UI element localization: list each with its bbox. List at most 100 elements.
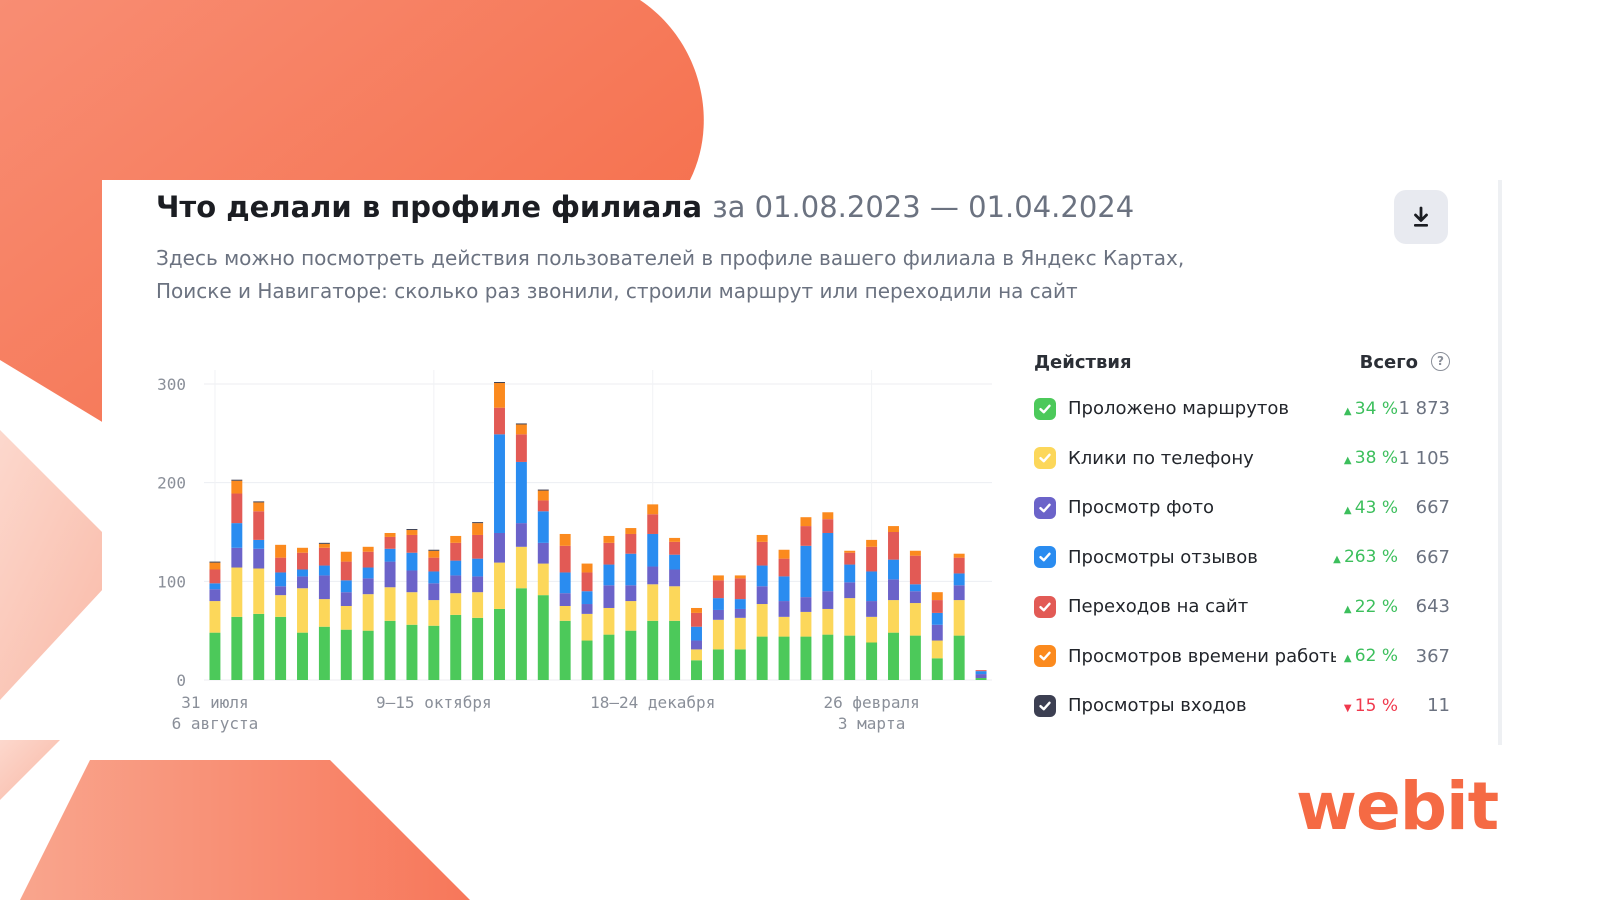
bar-segment[interactable] <box>318 547 330 566</box>
question-icon[interactable]: ? <box>1431 352 1450 371</box>
bar-segment[interactable] <box>931 600 943 613</box>
bar-segment[interactable] <box>362 578 374 595</box>
bar-segment[interactable] <box>362 594 374 631</box>
legend-row[interactable]: Проложено маршрутов ▲ 34 % 1 873 <box>1032 384 1462 434</box>
bar-segment[interactable] <box>691 607 702 613</box>
bar-segment[interactable] <box>800 636 812 680</box>
bar-segment[interactable] <box>844 635 856 680</box>
bar-segment[interactable] <box>691 649 702 661</box>
bar-segment[interactable] <box>275 557 287 573</box>
bar-segment[interactable] <box>712 649 724 680</box>
bar-segment[interactable] <box>559 533 571 546</box>
bar-segment[interactable] <box>450 560 462 576</box>
bar-segment[interactable] <box>712 580 724 599</box>
bar-segment[interactable] <box>909 603 921 636</box>
bar-segment[interactable] <box>866 571 878 602</box>
legend-row[interactable]: Клики по телефону ▲ 38 % 1 105 <box>1032 434 1462 484</box>
bar-segment[interactable] <box>450 535 462 543</box>
bar-segment[interactable] <box>888 532 899 560</box>
bar-segment[interactable] <box>822 519 834 533</box>
bar-segment[interactable] <box>756 636 768 680</box>
bar-segment[interactable] <box>953 553 965 558</box>
bar-segment[interactable] <box>691 640 702 650</box>
bar-segment[interactable] <box>340 580 352 593</box>
bar-segment[interactable] <box>494 382 505 384</box>
bar-segment[interactable] <box>953 557 965 574</box>
bar-segment[interactable] <box>669 569 681 587</box>
bar-segment[interactable] <box>800 597 812 612</box>
bar-segment[interactable] <box>209 601 221 633</box>
bar-segment[interactable] <box>669 554 681 570</box>
bar-segment[interactable] <box>888 632 899 680</box>
bar-segment[interactable] <box>888 579 899 601</box>
bar-segment[interactable] <box>472 576 484 593</box>
bar-segment[interactable] <box>515 434 527 462</box>
bar-segment[interactable] <box>450 575 462 594</box>
bar-segment[interactable] <box>669 620 681 680</box>
bar-segment[interactable] <box>450 593 462 615</box>
checkbox-checked-icon[interactable] <box>1034 397 1056 420</box>
bar-segment[interactable] <box>647 566 659 585</box>
bar-segment[interactable] <box>297 632 308 680</box>
bar-segment[interactable] <box>275 544 287 558</box>
bar-segment[interactable] <box>494 532 505 563</box>
bar-segment[interactable] <box>340 551 352 562</box>
bar-segment[interactable] <box>909 584 921 592</box>
bar-segment[interactable] <box>669 586 681 621</box>
bar-segment[interactable] <box>975 674 987 679</box>
bar-segment[interactable] <box>625 601 637 631</box>
bar-segment[interactable] <box>494 608 505 680</box>
bar-segment[interactable] <box>975 671 987 675</box>
bar-segment[interactable] <box>362 630 374 680</box>
bar-segment[interactable] <box>515 424 527 435</box>
bar-segment[interactable] <box>406 624 418 680</box>
bar-segment[interactable] <box>712 619 724 650</box>
bar-segment[interactable] <box>450 614 462 680</box>
bar-segment[interactable] <box>778 601 790 617</box>
bar-segment[interactable] <box>822 512 834 520</box>
bar-segment[interactable] <box>297 569 308 577</box>
bar-segment[interactable] <box>647 533 659 567</box>
bar-segment[interactable] <box>537 563 549 596</box>
bar-segment[interactable] <box>909 555 921 585</box>
checkbox-checked-icon[interactable] <box>1034 595 1056 618</box>
bar-segment[interactable] <box>559 606 571 621</box>
bar-segment[interactable] <box>537 490 549 501</box>
bar-segment[interactable] <box>866 601 878 617</box>
bar-segment[interactable] <box>406 552 418 571</box>
bar-segment[interactable] <box>362 567 374 579</box>
bar-segment[interactable] <box>778 576 790 602</box>
bar-segment[interactable] <box>822 634 834 680</box>
bar-segment[interactable] <box>581 563 593 573</box>
bar-segment[interactable] <box>318 565 330 576</box>
bar-segment[interactable] <box>734 649 746 680</box>
bar-segment[interactable] <box>384 561 396 588</box>
bar-segment[interactable] <box>472 617 484 680</box>
bar-segment[interactable] <box>384 532 396 537</box>
bar-segment[interactable] <box>406 530 418 535</box>
bar-segment[interactable] <box>494 434 505 533</box>
bar-segment[interactable] <box>494 383 505 408</box>
bar-segment[interactable] <box>844 550 856 553</box>
bar-segment[interactable] <box>297 547 308 553</box>
bar-segment[interactable] <box>625 533 637 554</box>
bar-segment[interactable] <box>318 626 330 680</box>
bar-segment[interactable] <box>384 620 396 680</box>
bar-segment[interactable] <box>603 607 615 635</box>
bar-segment[interactable] <box>800 526 812 546</box>
bar-segment[interactable] <box>778 549 790 559</box>
bar-segment[interactable] <box>909 635 921 680</box>
bar-segment[interactable] <box>472 523 484 535</box>
bar-segment[interactable] <box>800 545 812 598</box>
bar-segment[interactable] <box>822 608 834 635</box>
bar-segment[interactable] <box>231 567 243 617</box>
bar-segment[interactable] <box>888 600 899 633</box>
bar-segment[interactable] <box>888 526 899 532</box>
bar-segment[interactable] <box>537 595 549 680</box>
bar-segment[interactable] <box>428 557 440 572</box>
bar-segment[interactable] <box>384 536 396 549</box>
bar-segment[interactable] <box>275 616 287 680</box>
bar-segment[interactable] <box>625 585 637 602</box>
bar-segment[interactable] <box>691 660 702 680</box>
bar-segment[interactable] <box>712 598 724 610</box>
